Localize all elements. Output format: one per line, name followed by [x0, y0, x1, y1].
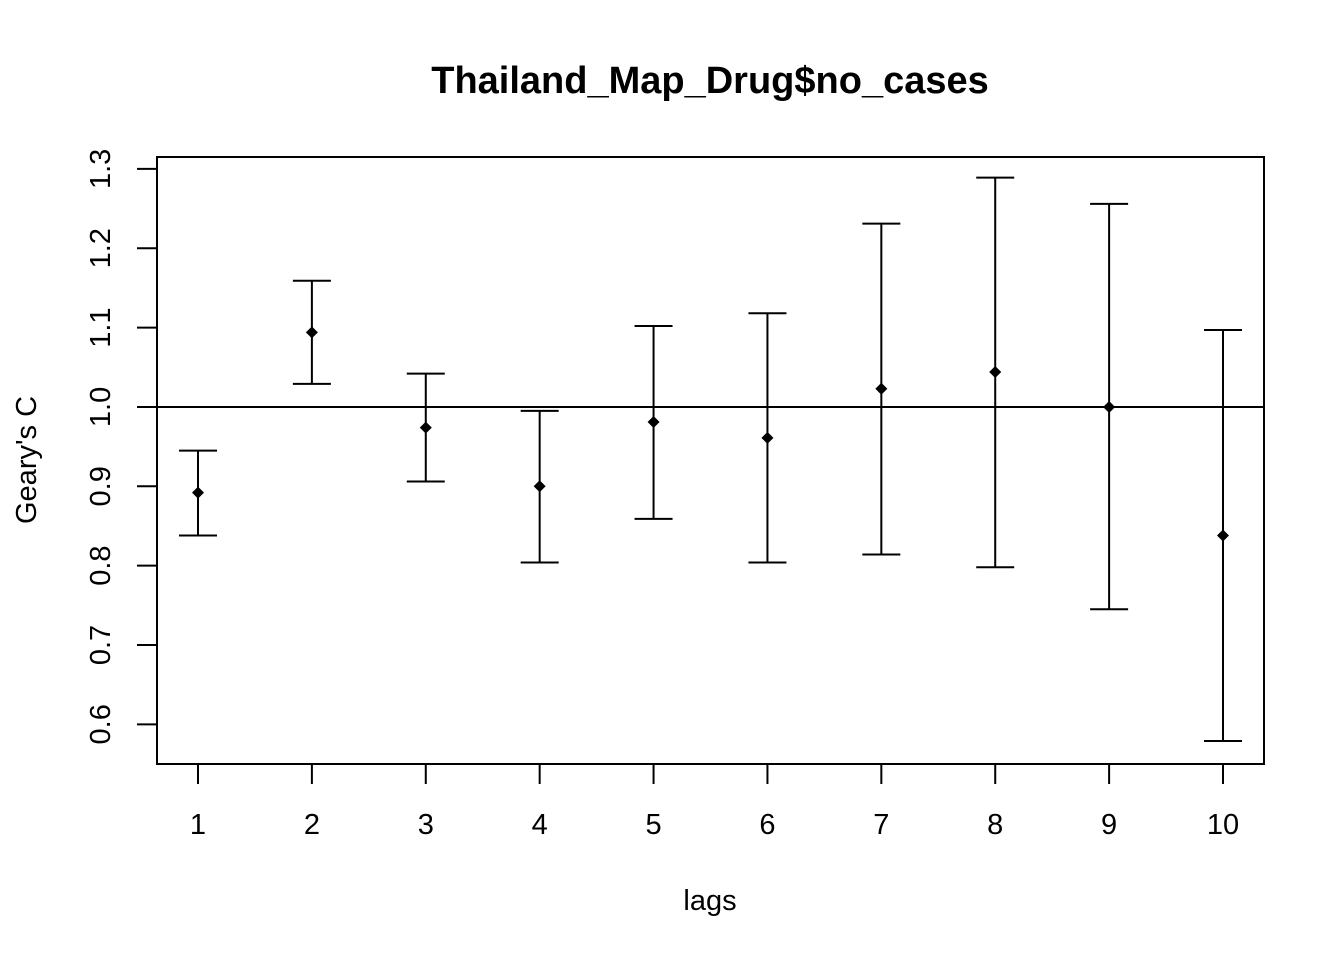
x-axis-label: lags — [683, 885, 736, 917]
data-point — [1103, 400, 1116, 413]
data-point — [875, 382, 888, 395]
y-tick-label: 1.3 — [85, 149, 117, 189]
data-point — [989, 366, 1002, 379]
x-tick-label: 4 — [532, 809, 548, 841]
data-point — [647, 416, 660, 429]
data-point — [192, 486, 204, 499]
y-axis: 0.6 0.7 0.8 0.9 1.0 1.1 1.2 1.3 — [85, 149, 157, 744]
x-tick-label: 2 — [304, 809, 320, 841]
x-tick-label: 7 — [873, 809, 889, 841]
data-point — [1217, 529, 1229, 542]
x-tick-label: 8 — [987, 809, 1003, 841]
y-tick-label: 0.9 — [85, 466, 117, 506]
x-tick-label: 1 — [190, 809, 206, 841]
y-tick-label: 0.7 — [85, 625, 117, 665]
x-tick-label: 10 — [1207, 809, 1239, 841]
x-tick-label: 5 — [645, 809, 661, 841]
chart-title: Thailand_Map_Drug$no_cases — [431, 60, 989, 102]
x-tick-label: 3 — [418, 809, 434, 841]
y-tick-label: 0.6 — [85, 704, 117, 744]
data-points — [192, 326, 1229, 542]
y-tick-label: 1.2 — [85, 228, 117, 268]
data-point — [533, 480, 546, 493]
x-tick-label: 6 — [759, 809, 775, 841]
y-tick-label: 1.0 — [85, 387, 117, 427]
error-bars — [179, 176, 1242, 742]
data-point — [305, 326, 318, 339]
y-tick-label: 1.1 — [85, 307, 117, 347]
y-axis-label: Geary's C — [11, 396, 43, 524]
x-tick-label: 9 — [1101, 809, 1117, 841]
x-axis: 1 2 3 4 5 6 7 8 9 10 — [190, 764, 1239, 841]
data-point — [761, 431, 774, 444]
data-point — [419, 421, 432, 434]
y-tick-label: 0.8 — [85, 545, 117, 585]
plot-frame — [156, 156, 1265, 765]
